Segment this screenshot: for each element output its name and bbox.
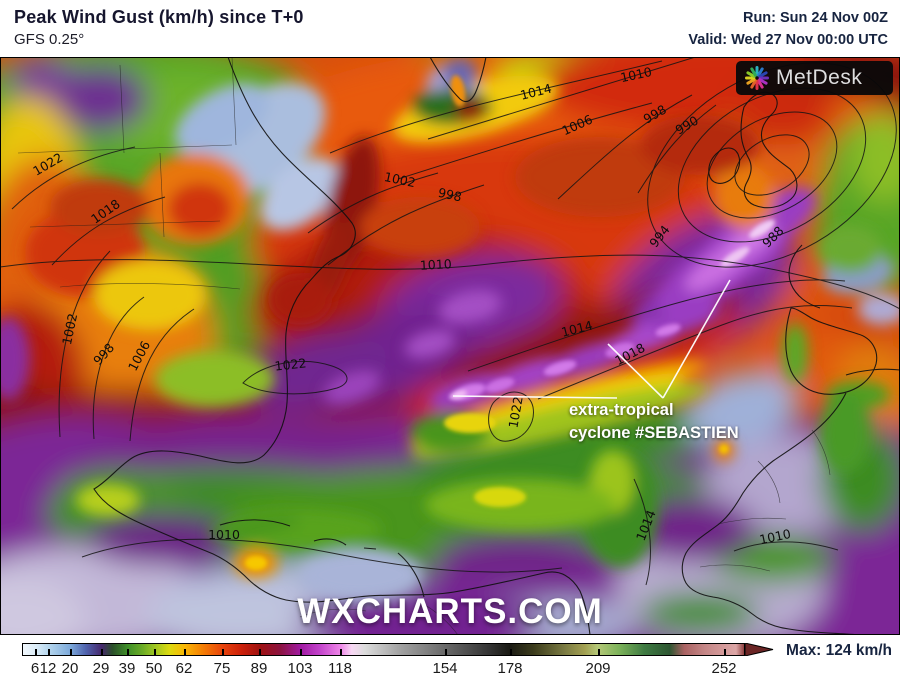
colorbar-tick bbox=[724, 649, 726, 655]
isobar-label: 1022 bbox=[274, 355, 307, 373]
colorbar-tick bbox=[222, 649, 224, 655]
cyclone-annotation-line1: extra-tropical bbox=[569, 401, 674, 419]
colorbar-tick bbox=[48, 649, 50, 655]
isobar-label: 998 bbox=[437, 185, 464, 205]
colorbar-tick-label: 75 bbox=[213, 660, 231, 677]
colorbar-tick-label: 209 bbox=[585, 660, 611, 677]
isobar-label: 1002 bbox=[59, 312, 80, 346]
wind-field-detail bbox=[0, 58, 900, 601]
header: Peak Wind Gust (km/h) since T+0 GFS 0.25… bbox=[0, 0, 900, 57]
colorbar-tick-label: 29 bbox=[92, 660, 110, 677]
isobar-label: 1002 bbox=[383, 169, 417, 190]
wind-field-cores bbox=[245, 75, 775, 570]
isobar-label: 1010 bbox=[619, 64, 653, 85]
colorbar-tick bbox=[300, 649, 302, 655]
colorbar-tick-label: 118 bbox=[328, 660, 352, 677]
colorbar-tick bbox=[154, 649, 156, 655]
valid-label: Valid: Wed 27 Nov 00:00 UTC bbox=[688, 31, 888, 48]
colorbar-tick-label: 89 bbox=[250, 660, 268, 677]
colorbar-tick bbox=[259, 649, 261, 655]
isobar-label: 1014 bbox=[519, 80, 554, 102]
colorbar-tick bbox=[184, 649, 186, 655]
colorbar-tick bbox=[598, 649, 600, 655]
colorbar-tick bbox=[510, 649, 512, 655]
colorbar-arrow bbox=[745, 643, 774, 656]
weather-map: 1022 1018 1002 998 1006 1014 1010 1006 998 990 100… bbox=[0, 57, 900, 635]
colorbar-tick-label: 178 bbox=[497, 660, 523, 677]
colorbar-tick-label: 50 bbox=[145, 660, 163, 677]
colorbar-tick-label: 39 bbox=[118, 660, 136, 677]
model-label: GFS 0.25° bbox=[14, 31, 85, 48]
isobar-label: 1010 bbox=[758, 526, 792, 547]
annotation-pointer-lines bbox=[452, 279, 731, 399]
colorbar-tick-label: 103 bbox=[287, 660, 313, 677]
isobar-label: 1014 bbox=[560, 317, 595, 339]
borders-layer bbox=[17, 57, 831, 635]
coastlines-layer bbox=[93, 57, 900, 635]
header-left: Peak Wind Gust (km/h) since T+0 GFS 0.25… bbox=[14, 7, 304, 48]
legend: 6 12 20 29 39 50 62 75 89 103 118 154 178 209 252 Max:… bbox=[0, 635, 900, 691]
colorbar-tick-label: 252 bbox=[711, 660, 737, 677]
colorbar-tick bbox=[340, 649, 342, 655]
watermark: WXCHARTS.COM bbox=[297, 592, 603, 631]
header-right: Run: Sun 24 Nov 00Z Valid: Wed 27 Nov 00… bbox=[688, 8, 888, 52]
metdesk-pinwheel-icon bbox=[745, 66, 769, 90]
colorbar-tick bbox=[35, 649, 37, 655]
cyclone-annotation: extra-tropical cyclone #SEBASTIEN bbox=[569, 399, 739, 445]
isobar-label: 1010 bbox=[208, 527, 240, 542]
colorbar-tick bbox=[101, 649, 103, 655]
colorbar-tick-label: 6 bbox=[30, 660, 40, 677]
colorbar-tick-label: 20 bbox=[61, 660, 79, 677]
page-title: Peak Wind Gust (km/h) since T+0 bbox=[14, 7, 304, 27]
cyclone-annotation-line2: cyclone #SEBASTIEN bbox=[569, 424, 739, 442]
metdesk-logo-text: MetDesk bbox=[776, 66, 863, 89]
isobar-label: 1022 bbox=[505, 395, 525, 429]
colorbar-tick-label: 62 bbox=[175, 660, 193, 677]
colorbar-tick bbox=[127, 649, 129, 655]
isobars-layer bbox=[0, 57, 900, 586]
metdesk-logo: MetDesk bbox=[736, 61, 893, 95]
colorbar-tick bbox=[445, 649, 447, 655]
colorbar bbox=[22, 643, 745, 656]
colorbar-tick bbox=[70, 649, 72, 655]
isobar-label: 1010 bbox=[419, 256, 452, 273]
max-gust-label: Max: 124 km/h bbox=[786, 642, 892, 659]
run-label: Run: Sun 24 Nov 00Z bbox=[742, 10, 888, 26]
colorbar-tick-label: 12 bbox=[39, 660, 57, 677]
colorbar-tick-label: 154 bbox=[432, 660, 458, 677]
